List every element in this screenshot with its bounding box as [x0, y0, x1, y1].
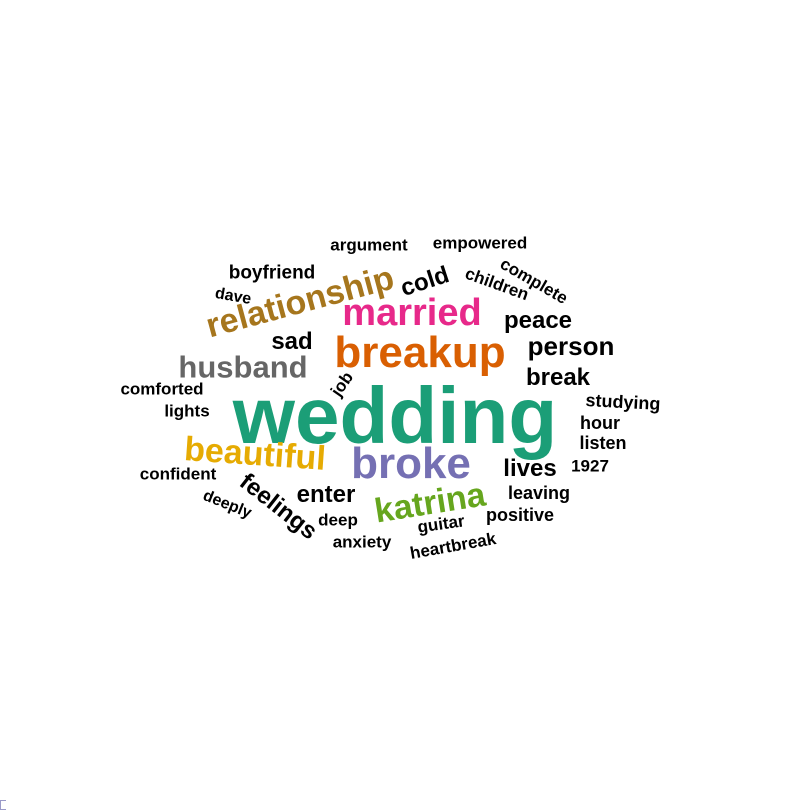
- word-broke: broke: [351, 439, 471, 488]
- word-confident: confident: [139, 464, 217, 484]
- word-breakup: breakup: [334, 328, 506, 377]
- word-1927: 1927: [571, 456, 609, 476]
- word-argument: argument: [330, 235, 408, 255]
- word-anxiety: anxiety: [332, 532, 392, 552]
- word-husband: husband: [178, 349, 308, 385]
- word-empowered: empowered: [432, 233, 528, 253]
- word-comforted: comforted: [120, 379, 204, 399]
- word-break: break: [525, 364, 591, 391]
- word-wedding: wedding: [232, 371, 558, 460]
- word-peace: peace: [503, 307, 573, 334]
- word-lights: lights: [164, 401, 210, 421]
- word-lives: lives: [503, 455, 557, 482]
- word-hour: hour: [580, 413, 620, 433]
- word-listen: listen: [579, 433, 627, 453]
- word-positive: positive: [485, 505, 555, 525]
- word-sad: sad: [271, 328, 313, 355]
- word-person: person: [527, 331, 615, 361]
- word-enter: enter: [296, 481, 356, 508]
- word-guitar: guitar: [416, 511, 466, 537]
- word-studying: studying: [585, 390, 661, 414]
- word-married: married: [342, 292, 482, 334]
- word-deep: deep: [318, 510, 358, 530]
- word-boyfriend: boyfriend: [228, 262, 316, 284]
- corner-marker: [0, 800, 6, 810]
- word-leaving: leaving: [507, 483, 571, 503]
